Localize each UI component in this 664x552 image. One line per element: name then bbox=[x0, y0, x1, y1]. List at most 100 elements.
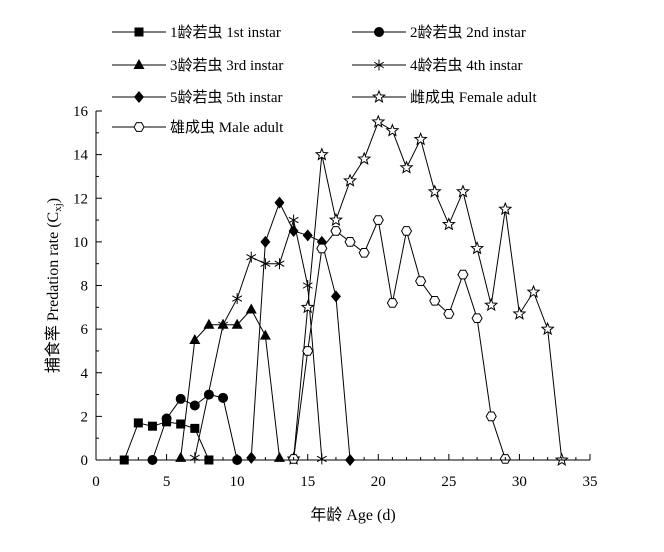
series-line bbox=[180, 308, 280, 458]
data-point bbox=[161, 413, 172, 424]
data-point bbox=[273, 451, 285, 462]
legend-item-1: 1龄若虫 1st instar bbox=[112, 24, 281, 41]
x-axis-title: 年龄 Age (d) bbox=[310, 506, 395, 524]
data-point bbox=[133, 418, 143, 428]
x-tick-label: 15 bbox=[300, 474, 315, 490]
x-tick-label: 5 bbox=[163, 474, 171, 490]
legend: 1龄若虫 1st instar 2龄若虫 2nd instar 3龄若虫 3rd i… bbox=[112, 24, 537, 136]
legend-marker bbox=[133, 122, 145, 132]
data-point bbox=[288, 214, 299, 226]
x-tick-label: 10 bbox=[230, 474, 245, 490]
legend-marker bbox=[373, 59, 385, 71]
data-point bbox=[316, 243, 328, 254]
y-tick-label: 4 bbox=[81, 366, 89, 382]
y-tick-label: 8 bbox=[81, 279, 89, 295]
data-point bbox=[484, 297, 499, 312]
legend-item-4: 4龄若虫 4th instar bbox=[352, 57, 523, 74]
legend-label: 雌成虫 Female adult bbox=[410, 89, 537, 106]
legend-item-6: 雌成虫 Female adult bbox=[352, 89, 537, 106]
data-point bbox=[385, 123, 400, 137]
data-point bbox=[302, 346, 314, 356]
legend-label: 3龄若虫 3rd instar bbox=[170, 57, 283, 74]
data-point bbox=[300, 299, 315, 314]
data-point bbox=[189, 400, 200, 411]
data-point bbox=[314, 147, 329, 161]
data-point bbox=[443, 309, 455, 319]
plot-area bbox=[119, 114, 569, 466]
data-point bbox=[259, 329, 271, 340]
series-7 bbox=[288, 215, 511, 464]
data-point bbox=[471, 313, 483, 324]
legend-label: 4龄若虫 4th instar bbox=[410, 57, 523, 74]
data-point bbox=[400, 226, 413, 236]
legend-label: 5龄若虫 5th instar bbox=[170, 89, 283, 106]
data-point bbox=[218, 319, 229, 331]
data-point bbox=[218, 392, 229, 403]
x-tick-label: 20 bbox=[371, 474, 386, 490]
data-point bbox=[427, 184, 442, 198]
data-point bbox=[175, 393, 186, 404]
data-point bbox=[470, 241, 485, 255]
data-point bbox=[260, 258, 271, 270]
data-point bbox=[232, 293, 243, 305]
data-point bbox=[399, 160, 414, 174]
legend-item-2: 2龄若虫 2nd instar bbox=[352, 24, 526, 41]
series-line bbox=[194, 218, 323, 459]
legend-marker bbox=[134, 27, 144, 37]
data-point bbox=[302, 280, 313, 291]
data-point bbox=[498, 201, 513, 216]
data-point bbox=[175, 451, 187, 462]
series-line bbox=[250, 201, 351, 461]
data-point bbox=[176, 419, 186, 429]
legend-marker bbox=[134, 91, 144, 103]
y-tick-label: 14 bbox=[73, 148, 89, 164]
data-point bbox=[203, 389, 214, 400]
legend-label: 雄成虫 Male adult bbox=[170, 119, 284, 136]
y-tick-label: 16 bbox=[73, 104, 89, 120]
y-tick-label: 2 bbox=[81, 409, 89, 425]
series-4 bbox=[189, 214, 327, 465]
legend-label: 2龄若虫 2nd instar bbox=[410, 24, 526, 41]
data-point bbox=[415, 276, 427, 286]
x-tick-label: 25 bbox=[441, 474, 456, 490]
y-tick-label: 0 bbox=[81, 453, 89, 469]
data-point bbox=[245, 303, 257, 314]
series-line bbox=[293, 121, 563, 461]
series-3 bbox=[175, 303, 285, 462]
legend-marker bbox=[374, 27, 384, 37]
data-point bbox=[413, 131, 428, 146]
data-point bbox=[372, 215, 384, 225]
legend-marker bbox=[133, 59, 145, 69]
data-point bbox=[147, 421, 157, 431]
data-point bbox=[328, 212, 343, 227]
x-tick-label: 35 bbox=[583, 474, 598, 490]
data-point bbox=[371, 114, 386, 128]
legend-label: 1龄若虫 1st instar bbox=[170, 24, 281, 41]
legend-item-3: 3龄若虫 3rd instar bbox=[112, 57, 283, 74]
x-tick-label: 0 bbox=[92, 474, 100, 490]
data-point bbox=[526, 284, 541, 299]
data-point bbox=[203, 318, 215, 329]
data-point bbox=[429, 295, 441, 306]
data-point bbox=[330, 290, 341, 303]
y-tick-label: 12 bbox=[73, 191, 88, 207]
data-point bbox=[302, 229, 313, 242]
data-point bbox=[274, 258, 285, 270]
data-point bbox=[344, 237, 356, 247]
legend-item-5: 5龄若虫 5th instar bbox=[112, 89, 283, 106]
data-point bbox=[441, 217, 456, 231]
data-point bbox=[231, 318, 243, 329]
data-point bbox=[455, 184, 470, 198]
y-tick-label: 6 bbox=[81, 322, 89, 338]
data-point bbox=[189, 334, 201, 345]
data-point bbox=[512, 306, 527, 320]
data-point bbox=[358, 247, 370, 258]
data-point bbox=[457, 269, 469, 280]
data-point bbox=[343, 173, 358, 187]
legend-item-7: 雄成虫 Male adult bbox=[112, 119, 284, 136]
y-axis-title: 捕食率 Predation rate (Cxj) bbox=[44, 198, 64, 373]
axes: 0 5 10 15 20 25 30 35 0 2 4 6 8 10 12 14 16 年龄 Age (d) 捕食率… bbox=[44, 104, 598, 524]
data-point bbox=[246, 251, 257, 263]
